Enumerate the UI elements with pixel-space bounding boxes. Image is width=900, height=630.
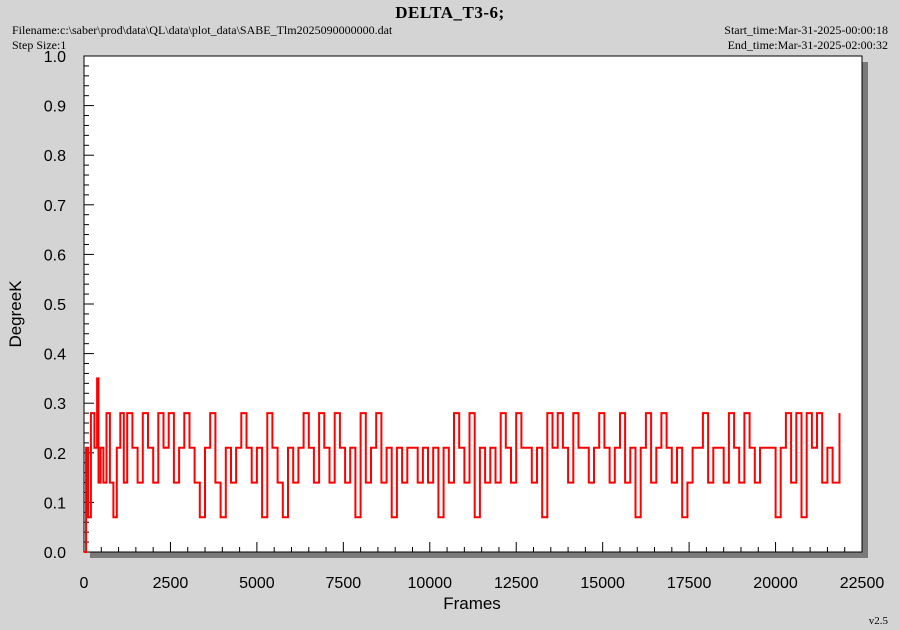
y-tick-label: 0.0	[44, 545, 66, 562]
y-tick-label: 0.4	[44, 347, 66, 364]
version-label: v2.5	[868, 615, 888, 627]
series-line	[84, 377, 841, 553]
x-tick-label: 10000	[408, 575, 453, 592]
y-tick-label: 0.8	[44, 148, 66, 165]
y-tick-label: 0.3	[44, 396, 66, 413]
axes: 0.0 0.1 0.2 0.3 0.4 0.5 0.6 0.7 0.8 0.9 1.0 0 2500 50…	[44, 49, 885, 592]
x-tick-label: 5000	[239, 575, 275, 592]
x-tick-label: 7500	[326, 575, 362, 592]
series-layer	[84, 377, 841, 553]
y-tick-label: 0.5	[44, 297, 66, 314]
y-axis-label: DegreeK	[6, 280, 25, 348]
plot-frame	[83, 55, 863, 553]
filename-label: Filename:c:\saber\prod\data\QL\data\plot…	[12, 23, 393, 37]
chart-title: DELTA_T3-6;	[395, 3, 505, 22]
start-time-label: Start_time:Mar-31-2025-00:00:18	[724, 23, 888, 37]
y-tick-label: 0.1	[44, 495, 66, 512]
y-tick-label: 1.0	[44, 49, 66, 66]
x-tick-label: 17500	[667, 575, 712, 592]
y-tick-label: 0.2	[44, 446, 66, 463]
x-tick-label: 15000	[580, 575, 625, 592]
x-tick-label: 0	[80, 575, 89, 592]
y-tick-label: 0.7	[44, 198, 66, 215]
x-tick-label: 12500	[494, 575, 539, 592]
step-size-label: Step Size:1	[12, 38, 67, 52]
end-time-label: End_time:Mar-31-2025-02:00:32	[727, 38, 888, 52]
x-axis-label: Frames	[443, 594, 501, 613]
x-tick-label: 2500	[153, 575, 189, 592]
y-tick-label: 0.9	[44, 99, 66, 116]
y-tick-label: 0.6	[44, 247, 66, 264]
x-tick-label: 20000	[753, 575, 798, 592]
x-tick-label: 22500	[840, 575, 885, 592]
